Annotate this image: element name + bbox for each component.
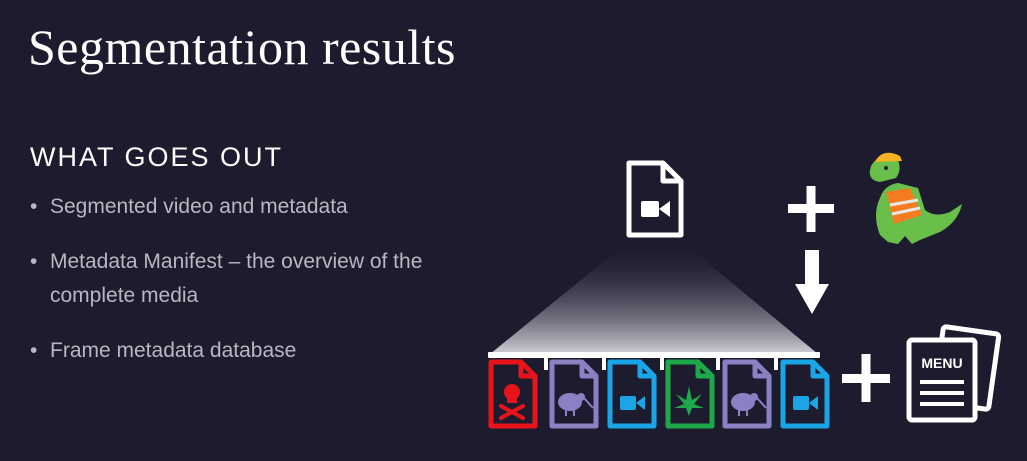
projection-beam: [490, 240, 818, 354]
arrow-down-icon: [795, 250, 829, 314]
segment-dividers: [544, 352, 778, 370]
bullet-item: Segmented video and metadata: [30, 190, 510, 224]
bullet-item: Frame metadata database: [30, 334, 510, 368]
dinosaur-worker-icon: [869, 152, 962, 244]
section-heading: WHAT GOES OUT: [30, 142, 284, 172]
slide-title: Segmentation results: [28, 19, 456, 75]
video-file-icon: [607, 359, 657, 429]
segment-bar: [488, 352, 820, 358]
video-file-icon: [780, 359, 830, 429]
bullet-item: Metadata Manifest – the overview of the …: [30, 245, 510, 313]
bullet-list: Segmented video and metadata Metadata Ma…: [30, 190, 510, 389]
plus-icon: [788, 186, 834, 232]
menu-label: MENU: [921, 355, 962, 371]
menu-icon: MENU: [906, 324, 1002, 423]
kiwi-file-icon: [549, 359, 599, 429]
leaf-file-icon: [665, 359, 715, 429]
skull-file-icon: [488, 359, 538, 429]
video-file-icon: [626, 160, 684, 238]
kiwi-file-icon: [722, 359, 772, 429]
plus-icon: [842, 354, 890, 402]
